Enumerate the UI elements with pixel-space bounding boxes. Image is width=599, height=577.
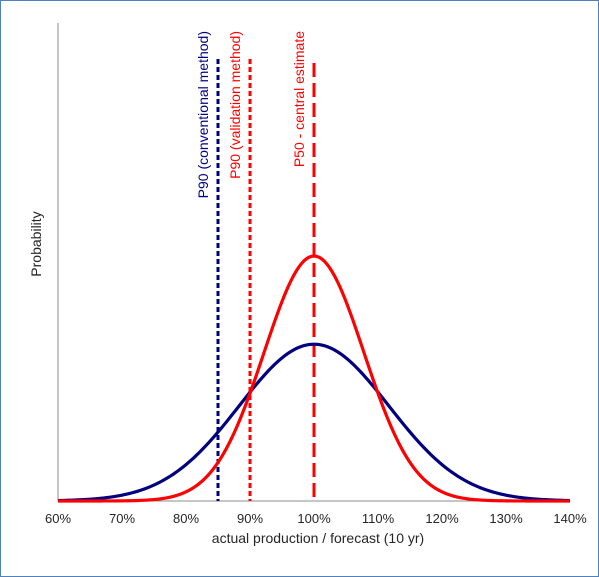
x-tick-label: 130% (489, 511, 523, 526)
x-axis-title: actual production / forecast (10 yr) (212, 530, 424, 546)
reference-line-label-1: P90 (conventional method) (195, 31, 211, 198)
reference-line-label-2: P90 (validation method) (227, 31, 243, 179)
x-tick-label: 140% (553, 511, 587, 526)
y-axis-title: Probability (28, 211, 44, 276)
x-tick-label: 90% (237, 511, 263, 526)
x-tick-label: 110% (362, 511, 395, 526)
curve-series-2 (58, 254, 570, 503)
x-tick-label: 70% (109, 511, 135, 526)
reference-line-label-3: P50 - central estimate (291, 31, 307, 167)
curve-series-1 (57, 342, 571, 503)
x-tick-label: 60% (45, 511, 71, 526)
x-tick-label: 100% (297, 511, 331, 526)
x-tick-label: 80% (173, 511, 199, 526)
x-tick-label: 120% (425, 511, 459, 526)
